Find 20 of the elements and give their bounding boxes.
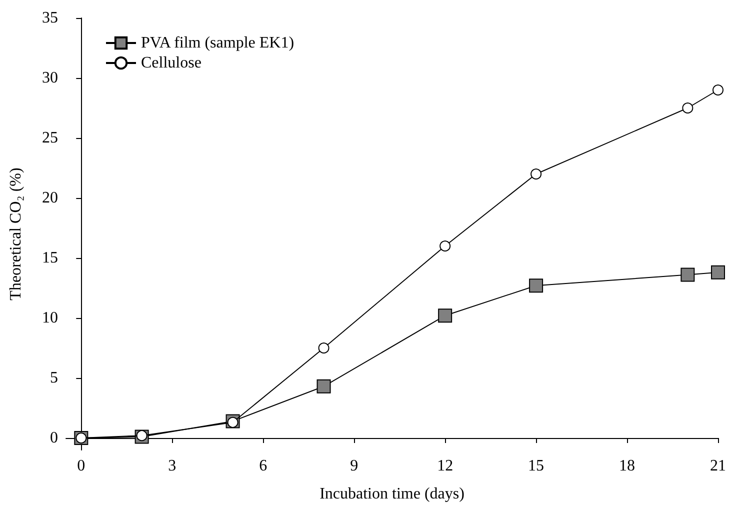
x-axis-title: Incubation time (days) [320,486,464,502]
x-tick-label: 6 [259,458,268,474]
y-tick-label: 5 [50,370,58,386]
y-tick-label: 20 [42,190,58,206]
x-tick-label: 0 [77,458,86,474]
y-axis-title: Theoretical CO₂ (%) [8,168,24,300]
y-tick-label: 30 [42,70,58,86]
y-tick-label: 10 [42,310,58,326]
y-tick-label: 35 [42,10,58,26]
y-tick-label: 0 [50,430,58,446]
x-tick-label: 18 [619,458,636,474]
legend-label: PVA film (sample EK1) [141,34,294,52]
x-tick-label: 21 [710,458,726,474]
y-tick-label: 25 [42,130,58,146]
x-tick-label: 15 [528,458,544,474]
x-tick-label: 12 [437,458,454,474]
legend-label: Cellulose [141,54,202,72]
x-tick-label: 3 [168,458,176,474]
y-tick-label: 15 [42,250,58,266]
x-tick-label: 9 [350,458,358,474]
